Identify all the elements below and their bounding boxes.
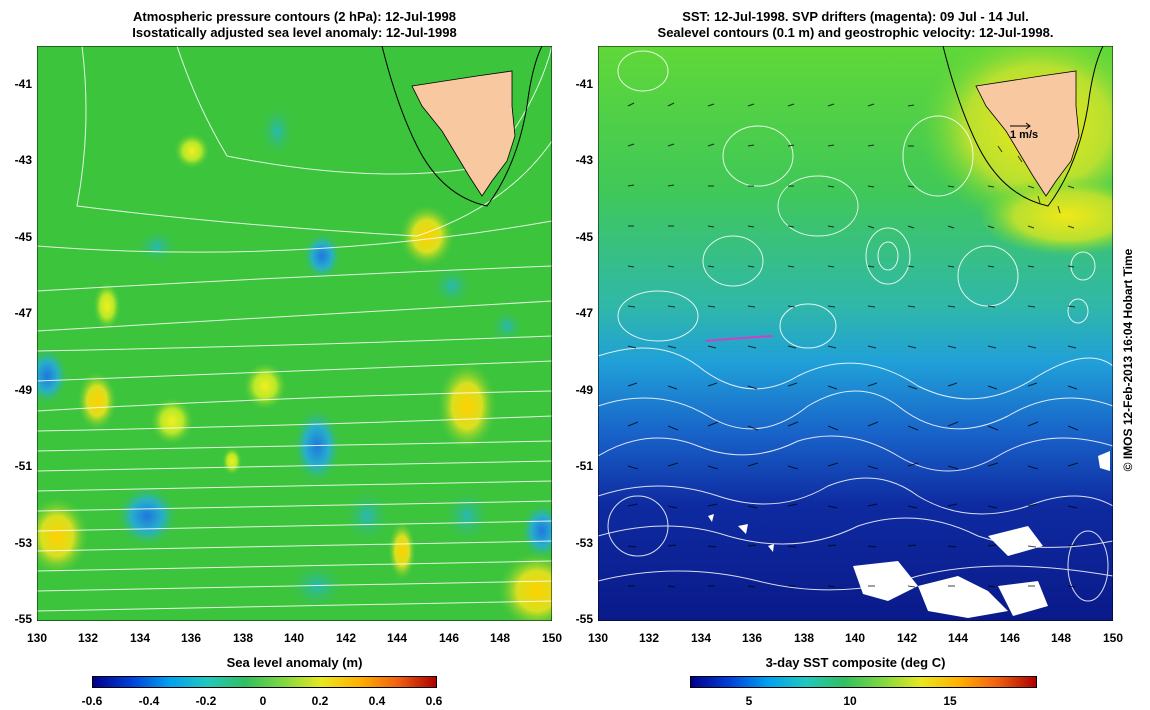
velocity-scale-label: 1 m/s: [1010, 129, 1038, 141]
sla-colorbar: [92, 676, 437, 688]
left-lon-label: 144: [386, 631, 408, 645]
sla-colorbar-tick: 0.4: [368, 694, 386, 708]
pressure-contours: [37, 46, 552, 612]
sla-colorbar-tick: 0.2: [311, 694, 329, 708]
right-lon-label: 148: [1050, 631, 1072, 645]
right-lon-label: 132: [638, 631, 660, 645]
right-lat-label: -55: [575, 612, 593, 626]
right-lon-label: 134: [690, 631, 712, 645]
right-title-line2: Sealevel contours (0.1 m) and geostrophi…: [657, 25, 1054, 40]
left-lon-label: 130: [26, 631, 48, 645]
left-lon-label: 146: [438, 631, 460, 645]
sla-features: [37, 103, 552, 621]
tasmania-land: [381, 46, 543, 207]
right-lon-label: 130: [587, 631, 609, 645]
tasmania-land-right: [942, 46, 1104, 207]
right-lat-label: -41: [575, 77, 593, 91]
right-lon-label: 138: [793, 631, 815, 645]
sla-colorbar-tick: -0.6: [81, 694, 103, 708]
left-lon-label: 142: [335, 631, 357, 645]
sst-colorbar: [690, 676, 1037, 688]
right-lon-label: 150: [1102, 631, 1124, 645]
right-lat-label: -53: [575, 536, 593, 550]
left-title-line2: Isostatically adjusted sea level anomaly…: [132, 25, 457, 40]
left-lon-label: 140: [283, 631, 305, 645]
credit-label: © IMOS 12-Feb-2013 16:04 Hobart Time: [1121, 248, 1135, 472]
left-lat-label: -51: [14, 459, 32, 473]
svp-drifters: [705, 335, 774, 342]
left-lon-label: 148: [489, 631, 511, 645]
left-lon-label: 132: [77, 631, 99, 645]
left-lat-label: -55: [14, 612, 32, 626]
left-lat-label: -43: [14, 153, 32, 167]
right-lon-label: 142: [896, 631, 918, 645]
right-lat-label: -45: [575, 230, 593, 244]
left-colorbar-title: Sea level anomaly (m): [226, 655, 363, 670]
right-lon-label: 144: [947, 631, 969, 645]
right-colorbar-title: 3-day SST composite (deg C): [765, 655, 946, 670]
right-lat-label: -51: [575, 459, 593, 473]
sla-colorbar-tick: -0.4: [138, 694, 160, 708]
left-title-line1: Atmospheric pressure contours (2 hPa): 1…: [133, 9, 456, 24]
velocity-scale-arrow: [1010, 122, 1031, 130]
right-lat-label: -49: [575, 383, 593, 397]
left-lat-label: -49: [14, 383, 32, 397]
left-lat-label: -41: [14, 77, 32, 91]
sst-colorbar-tick: 5: [745, 694, 753, 708]
right-lon-label: 146: [999, 631, 1021, 645]
sla-colorbar-tick: 0.6: [425, 694, 443, 708]
sst-gaps: [708, 451, 1110, 618]
left-lon-label: 150: [541, 631, 563, 645]
left-lon-label: 136: [180, 631, 202, 645]
left-lon-label: 134: [129, 631, 151, 645]
sst-colorbar-tick: 15: [943, 694, 957, 708]
sealevel-contours: [598, 50, 1113, 602]
velocity-vectors: [627, 102, 1079, 588]
sst-colorbar-tick: 10: [843, 694, 857, 708]
right-title-line1: SST: 12-Jul-1998. SVP drifters (magenta)…: [682, 9, 1029, 24]
sla-colorbar-tick: 0: [259, 694, 267, 708]
sea-level-anomaly-map: [37, 46, 552, 621]
left-lon-label: 138: [232, 631, 254, 645]
credit-text: © IMOS 12-Feb-2013 16:04 Hobart Time: [1118, 100, 1138, 620]
sst-map: 1 m/s: [598, 46, 1113, 621]
left-lat-label: -45: [14, 230, 32, 244]
sla-colorbar-tick: -0.2: [195, 694, 217, 708]
right-lat-label: -43: [575, 153, 593, 167]
right-lon-label: 140: [844, 631, 866, 645]
right-lon-label: 136: [741, 631, 763, 645]
right-lat-label: -47: [575, 306, 593, 320]
left-lat-label: -47: [14, 306, 32, 320]
left-lat-label: -53: [14, 536, 32, 550]
